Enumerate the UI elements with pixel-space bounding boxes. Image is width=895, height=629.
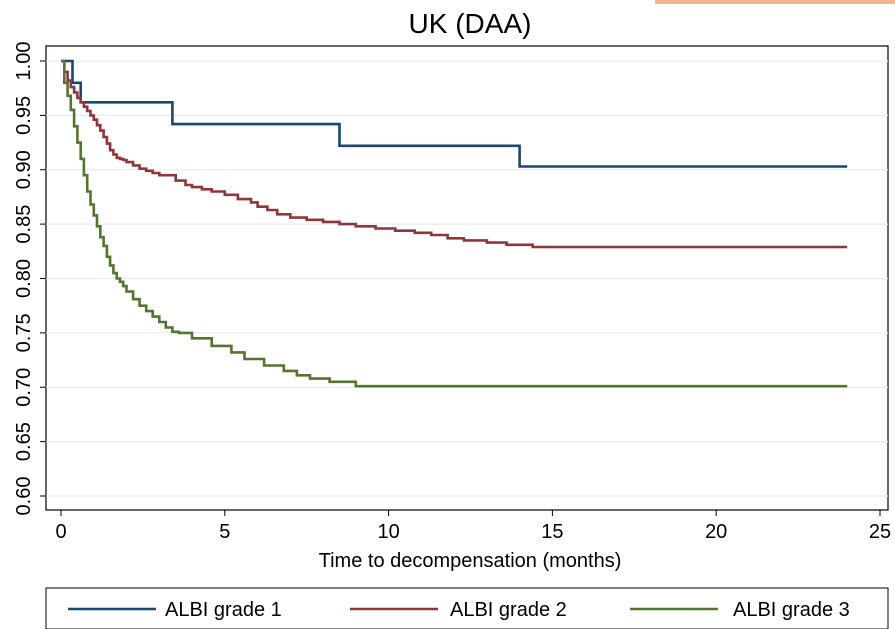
series-lines: [61, 59, 848, 388]
x-tick-label: 10: [377, 521, 399, 543]
y-tick-label: 0.95: [13, 96, 35, 135]
x-tick-label: 5: [219, 521, 230, 543]
y-tick-label: 0.60: [13, 477, 35, 516]
y-tick-label: 1.00: [13, 42, 35, 81]
legend: ALBI grade 1 ALBI grade 2 ALBI grade 3: [68, 599, 850, 621]
legend-label-1: ALBI grade 1: [165, 599, 282, 621]
top-accent-bar: [655, 0, 895, 4]
chart-title: UK (DAA): [409, 8, 532, 39]
legend-box: [45, 587, 889, 629]
x-tick-label: 20: [705, 521, 727, 543]
y-tick-label: 0.65: [13, 422, 35, 461]
x-tick-label: 25: [869, 521, 891, 543]
x-tick-label: 15: [541, 521, 563, 543]
legend-label-2: ALBI grade 2: [450, 599, 567, 621]
y-tick-label: 0.90: [13, 150, 35, 189]
y-tick-label: 0.80: [13, 259, 35, 298]
series-line-2: [61, 59, 848, 249]
y-tick-label: 0.75: [13, 313, 35, 352]
series-line-3: [61, 59, 848, 388]
y-axis: 0.60 0.65 0.70 0.75 0.80 0.85 0.90 0.95 1.00: [13, 42, 46, 516]
x-tick-label: 0: [55, 521, 66, 543]
y-tick-label: 0.85: [13, 205, 35, 244]
grid-lines: [46, 60, 888, 497]
legend-label-3: ALBI grade 3: [733, 599, 850, 621]
x-axis: 0 5 10 15 20 25: [55, 510, 891, 543]
series-line-1: [61, 59, 848, 168]
y-tick-label: 0.70: [13, 368, 35, 407]
x-axis-title: Time to decompensation (months): [319, 550, 622, 572]
